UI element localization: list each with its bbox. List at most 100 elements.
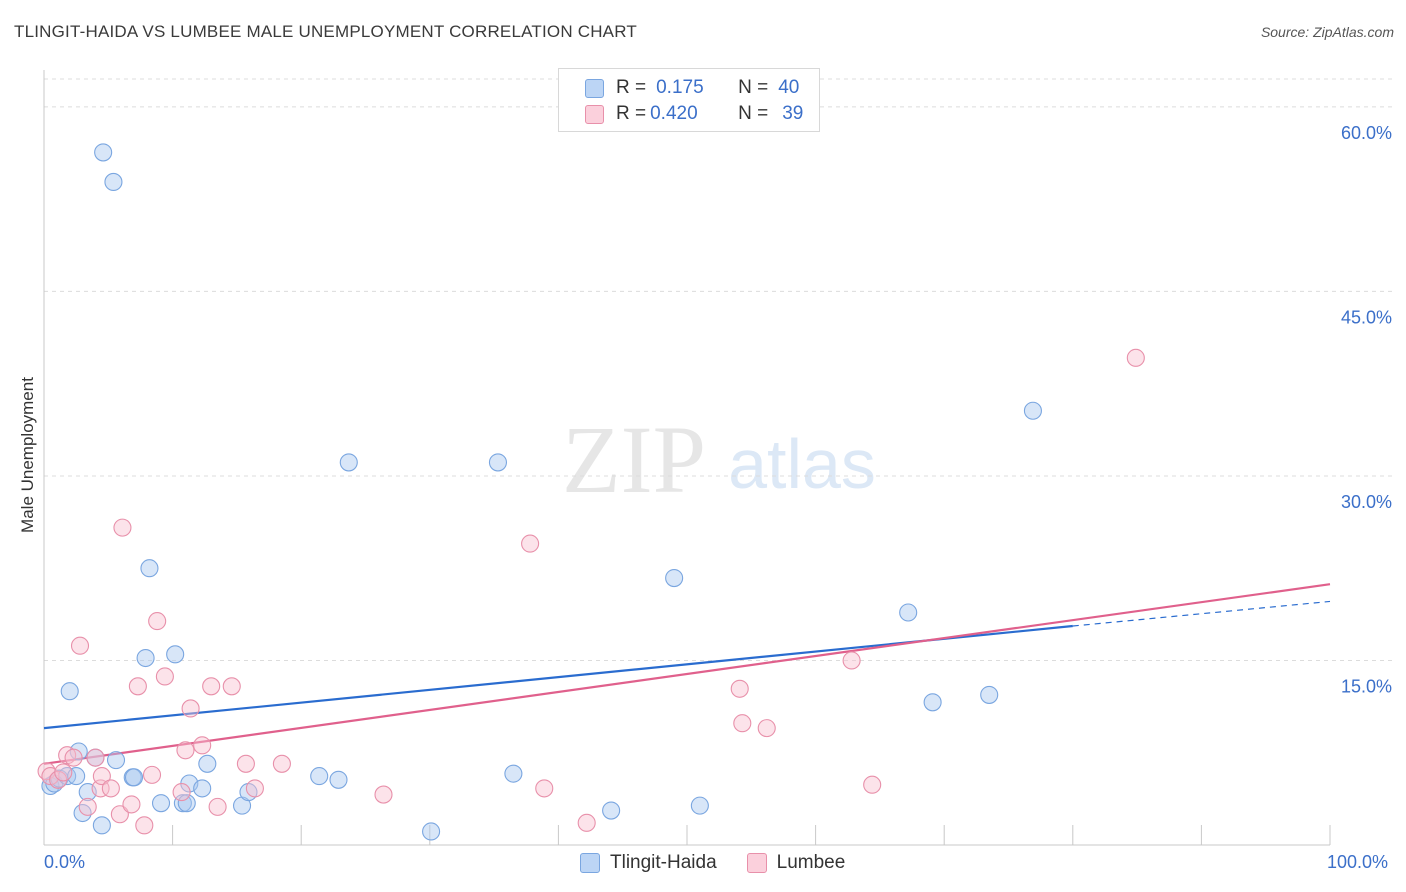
data-point-lumbee	[521, 534, 540, 553]
data-point-lumbee	[842, 651, 861, 670]
data-point-lumbee	[110, 805, 129, 824]
legend-row-tlingit: R = 0.175 N = 40	[585, 77, 799, 99]
data-point-lumbee	[155, 667, 174, 686]
y-tick-label: 45.0%	[1341, 307, 1392, 327]
legend-n-value-tlingit: 40	[778, 77, 800, 98]
data-point-tlingit	[166, 645, 185, 664]
data-point-lumbee	[78, 797, 97, 816]
axes	[43, 70, 1331, 846]
data-point-tlingit	[140, 559, 159, 578]
data-point-lumbee	[245, 779, 264, 798]
data-point-tlingit	[488, 453, 508, 472]
data-point-lumbee	[101, 779, 120, 798]
data-point-tlingit	[923, 693, 942, 712]
series-name-lumbee: Lumbee	[776, 852, 846, 873]
data-point-tlingit	[177, 794, 196, 813]
data-point-lumbee	[148, 612, 167, 631]
data-point-tlingit	[151, 794, 171, 813]
source-label: Source: ZipAtlas.com	[1260, 24, 1394, 40]
data-point-tlingit	[60, 682, 79, 701]
data-point-tlingit	[690, 796, 709, 815]
watermark-atlas: atlas	[728, 425, 876, 503]
legend-row-lumbee: R = 0.420 N = 39	[585, 103, 803, 125]
data-point-lumbee	[374, 785, 393, 804]
data-point-tlingit	[310, 767, 329, 786]
x-tick-label-max: 100.0%	[1327, 852, 1389, 872]
data-point-tlingit	[94, 143, 113, 162]
data-point-tlingit	[980, 685, 999, 704]
data-point-lumbee	[113, 518, 132, 537]
data-point-lumbee	[54, 763, 73, 782]
y-axis-label: Male Unemployment	[18, 377, 37, 533]
watermark-zip: ZIP	[562, 406, 706, 513]
data-point-lumbee	[135, 816, 154, 835]
data-points	[37, 143, 1145, 841]
data-point-lumbee	[535, 779, 554, 798]
series-swatch-lumbee	[746, 853, 767, 873]
data-point-lumbee	[202, 677, 221, 696]
data-point-lumbee	[236, 754, 255, 773]
data-point-tlingit	[1023, 401, 1042, 420]
data-point-tlingit	[339, 453, 358, 472]
data-point-tlingit	[106, 751, 126, 770]
data-point-lumbee	[208, 797, 227, 816]
legend-swatch-tlingit	[585, 78, 604, 98]
correlation-legend: R = 0.175 N = 40 R = 0.420 N = 39	[558, 68, 820, 132]
data-point-lumbee	[730, 679, 749, 698]
data-point-tlingit	[422, 822, 441, 841]
y-tick-labels: 15.0% 30.0% 45.0% 60.0%	[1341, 123, 1392, 697]
data-point-tlingit	[504, 764, 523, 783]
data-point-lumbee	[272, 754, 291, 773]
data-point-tlingit	[899, 603, 918, 622]
data-point-tlingit	[92, 816, 111, 835]
chart-title: TLINGIT-HAIDA VS LUMBEE MALE UNEMPLOYMEN…	[14, 22, 637, 41]
legend-swatch-lumbee	[585, 104, 604, 124]
data-point-tlingit	[104, 172, 123, 191]
data-point-tlingit	[665, 569, 684, 588]
data-point-lumbee	[70, 636, 90, 655]
data-point-lumbee	[176, 741, 195, 760]
data-point-lumbee	[181, 699, 200, 718]
data-point-tlingit	[136, 648, 155, 668]
data-point-tlingit	[124, 768, 144, 787]
data-point-lumbee	[92, 767, 111, 786]
data-point-lumbee	[733, 714, 752, 733]
legend-r-value-tlingit: 0.175	[656, 77, 704, 98]
data-point-lumbee	[122, 795, 141, 814]
data-point-lumbee	[222, 677, 241, 696]
data-point-tlingit	[329, 770, 348, 789]
trend-line-1	[43, 583, 1331, 765]
legend-n-label: N =	[738, 77, 769, 98]
series-legend-tlingit: Tlingit-Haida	[580, 852, 717, 874]
legend-n-value-lumbee: 39	[782, 103, 804, 124]
y-tick-label: 60.0%	[1341, 123, 1392, 143]
trend-lines	[43, 583, 1331, 765]
data-point-tlingit	[198, 754, 217, 773]
data-point-lumbee	[128, 677, 147, 696]
data-point-lumbee	[577, 813, 596, 832]
data-point-lumbee	[172, 783, 191, 802]
data-point-lumbee	[863, 775, 882, 794]
data-point-tlingit	[193, 779, 212, 798]
series-swatch-tlingit	[580, 853, 600, 873]
y-tick-label: 30.0%	[1341, 492, 1392, 512]
data-point-lumbee	[64, 748, 83, 767]
legend-r-value-lumbee: 0.420	[650, 103, 698, 124]
data-point-lumbee	[757, 719, 776, 738]
series-name-tlingit: Tlingit-Haida	[610, 852, 717, 873]
data-point-lumbee	[86, 748, 105, 767]
series-legend-lumbee: Lumbee	[746, 852, 846, 874]
x-tick-label-min: 0.0%	[44, 852, 86, 872]
data-point-lumbee	[1126, 348, 1145, 367]
series-legend: Tlingit-Haida Lumbee	[580, 852, 875, 874]
watermark: ZIP atlas	[562, 406, 876, 513]
legend-r-label: R =	[616, 103, 647, 124]
legend-n-label: N =	[738, 103, 769, 124]
gridlines	[44, 78, 1392, 661]
legend-r-label: R =	[616, 77, 647, 98]
data-point-tlingit	[602, 801, 621, 820]
y-tick-label: 15.0%	[1341, 676, 1392, 696]
data-point-lumbee	[193, 736, 212, 755]
data-point-lumbee	[142, 765, 162, 784]
